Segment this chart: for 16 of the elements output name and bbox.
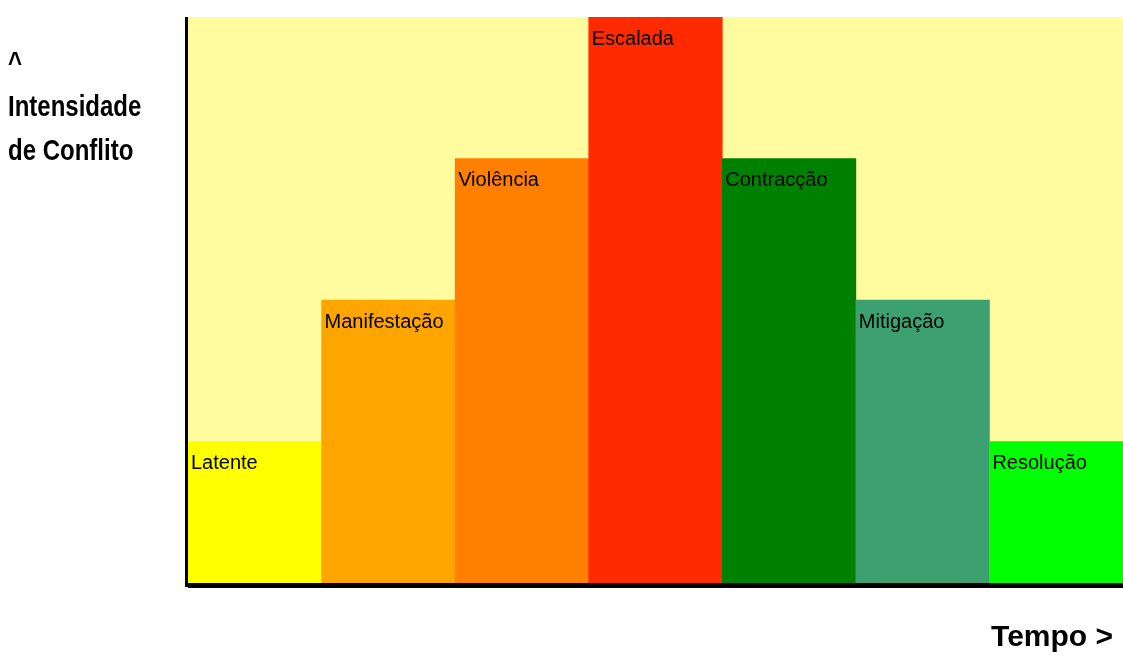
bar bbox=[855, 299, 990, 583]
bar bbox=[588, 17, 723, 583]
x-tick-label: Escalada bbox=[591, 26, 675, 49]
bar bbox=[188, 441, 322, 583]
x-tick-label: Latente bbox=[191, 451, 258, 474]
x-tick-label: Resolução bbox=[992, 451, 1087, 474]
x-tick-label: Mitigação bbox=[858, 309, 945, 332]
x-tick-label: Manifestação bbox=[324, 309, 444, 332]
x-tick-label: Contracção bbox=[725, 168, 828, 191]
x-axis-title: Tempo > bbox=[991, 619, 1113, 653]
bar bbox=[321, 299, 456, 583]
bar bbox=[989, 441, 1123, 583]
bar bbox=[721, 158, 857, 583]
x-tick-label: Violência bbox=[458, 168, 540, 191]
y-axis-title: ^ Intensidade de Conflito bbox=[8, 44, 143, 168]
bar bbox=[454, 158, 590, 583]
